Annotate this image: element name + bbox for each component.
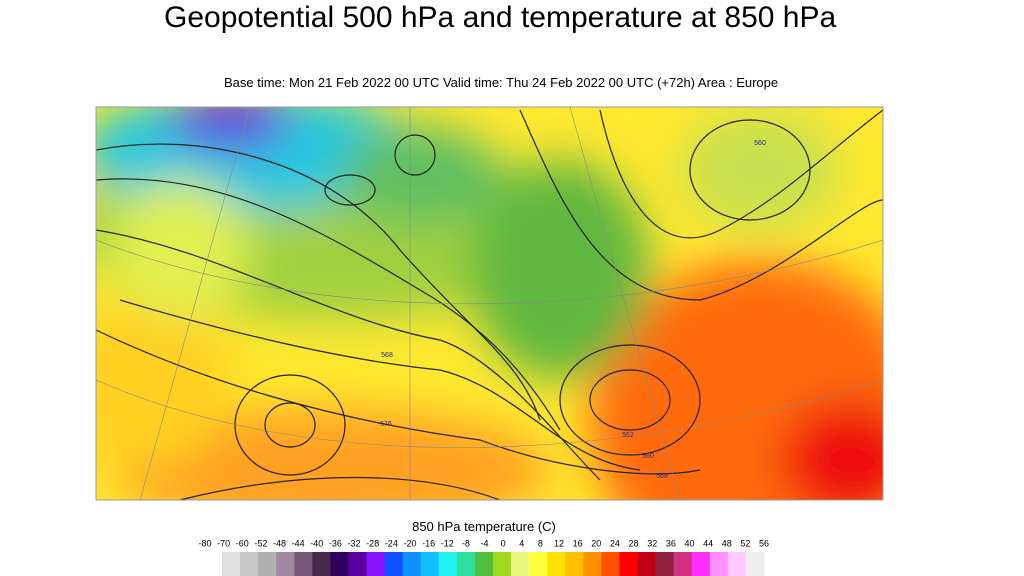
legend-label: -16 <box>422 538 435 548</box>
legend-label: -60 <box>236 538 249 548</box>
legend-label: -44 <box>292 538 305 548</box>
legend-swatch <box>258 552 277 576</box>
legend-label: -24 <box>385 538 398 548</box>
contour-label: 568 <box>656 473 668 480</box>
legend-label: 8 <box>538 538 543 548</box>
contour-label: 568 <box>381 352 393 359</box>
legend-swatch <box>637 552 656 576</box>
legend-swatch <box>420 552 440 576</box>
title: Geopotential 500 hPa and temperature at … <box>164 1 837 34</box>
legend-swatch <box>709 552 729 576</box>
legend-label: 20 <box>591 538 601 548</box>
legend-swatch <box>312 552 331 576</box>
legend-label: -28 <box>366 538 379 548</box>
legend-label: -12 <box>441 538 454 548</box>
map-frame <box>95 106 884 501</box>
legend-label: -8 <box>462 538 470 548</box>
legend-swatch <box>529 552 548 576</box>
contour-label: 552 <box>622 432 634 439</box>
legend-label: 32 <box>647 538 657 548</box>
legend-swatch <box>727 552 747 576</box>
legend-swatch <box>348 552 367 576</box>
contour-label: 576 <box>380 421 392 428</box>
legend-swatch <box>384 552 403 576</box>
legend-swatch <box>240 552 259 576</box>
legend-label: 56 <box>759 538 769 548</box>
legend-swatch <box>366 552 385 576</box>
legend-title: 850 hPa temperature (C) <box>412 519 556 534</box>
legend-swatch <box>547 552 566 576</box>
legend-label: 28 <box>629 538 639 548</box>
legend-label: -36 <box>329 538 342 548</box>
legend-label: -70 <box>217 538 230 548</box>
legend-label: -80 <box>198 538 211 548</box>
legend-swatch <box>493 552 512 576</box>
subtitle: Base time: Mon 21 Feb 2022 00 UTC Valid … <box>224 75 779 90</box>
legend-swatch <box>745 552 765 576</box>
legend-swatch <box>438 552 458 576</box>
legend-swatch <box>673 552 693 576</box>
legend-label: -4 <box>480 538 488 548</box>
legend-label: 44 <box>703 538 713 548</box>
legend-label: 16 <box>573 538 583 548</box>
legend-label: 36 <box>666 538 676 548</box>
legend-swatch <box>619 552 638 576</box>
legend-swatch <box>474 552 494 576</box>
legend-swatch <box>222 552 241 576</box>
legend-label: 12 <box>554 538 564 548</box>
legend-swatch <box>330 552 349 576</box>
legend-label: 48 <box>722 538 732 548</box>
legend-swatch <box>601 552 620 576</box>
temperature-field <box>96 107 883 500</box>
legend-swatch <box>691 552 711 576</box>
legend-label: -32 <box>348 538 361 548</box>
legend-label: 0 <box>501 538 506 548</box>
legend-swatch <box>565 552 584 576</box>
contour-label: 560 <box>754 140 766 147</box>
legend-swatch <box>655 552 674 576</box>
legend-swatch <box>511 552 530 576</box>
legend-label: -40 <box>310 538 323 548</box>
contour-label: 560 <box>642 453 654 460</box>
legend-label: 52 <box>740 538 750 548</box>
legend-swatch <box>583 552 602 576</box>
legend-label: 24 <box>610 538 620 548</box>
legend-label: -48 <box>273 538 286 548</box>
legend-label: -52 <box>254 538 267 548</box>
legend-label: 40 <box>684 538 694 548</box>
legend-swatch <box>402 552 422 576</box>
legend-label: -20 <box>403 538 416 548</box>
legend-label: 4 <box>519 538 524 548</box>
legend-swatch <box>276 552 295 576</box>
legend-swatch <box>294 552 313 576</box>
legend-swatch <box>456 552 476 576</box>
